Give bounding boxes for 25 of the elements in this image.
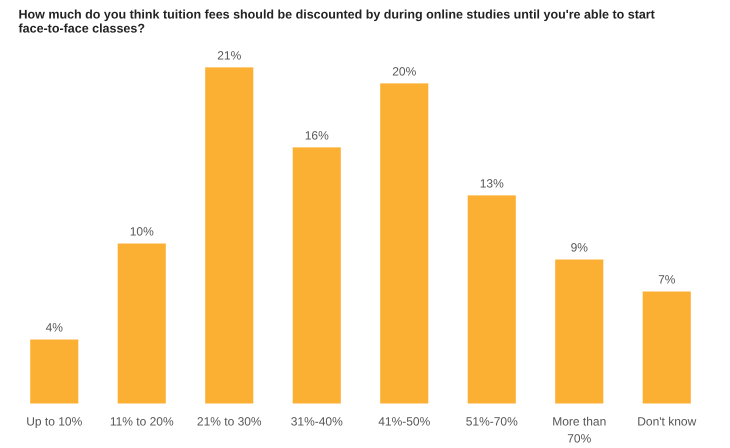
x-tick-label: 11% to 20% — [110, 414, 174, 428]
x-tick-label: Don't know — [637, 414, 697, 428]
bar — [292, 147, 341, 404]
x-tick-label: 21% to 30% — [196, 414, 262, 428]
x-tick-label: 31%-40% — [290, 414, 344, 428]
data-label: 9% — [570, 240, 588, 254]
bar — [205, 67, 254, 404]
data-label: 7% — [658, 272, 676, 286]
data-label: 10% — [130, 224, 154, 238]
bar — [30, 339, 78, 404]
data-label: 4% — [46, 320, 64, 334]
bar — [380, 83, 428, 404]
data-label: 20% — [392, 64, 417, 78]
x-tick-label: 41%-50% — [378, 414, 431, 428]
x-tick-label: 51%-70% — [466, 414, 518, 428]
x-tick-label: More than 70% — [552, 414, 606, 446]
data-label: 13% — [480, 176, 504, 190]
x-tick-label: Up to 10% — [26, 414, 83, 428]
bar — [642, 291, 691, 404]
bar — [555, 259, 604, 404]
data-label: 21% — [217, 48, 242, 62]
bar — [468, 195, 516, 404]
chart-title: How much do you think tuition fees should be discounted by during online studies until you're able to start face-to-face classes? — [18, 8, 656, 36]
bar — [118, 243, 166, 404]
data-label: 16% — [304, 128, 330, 142]
